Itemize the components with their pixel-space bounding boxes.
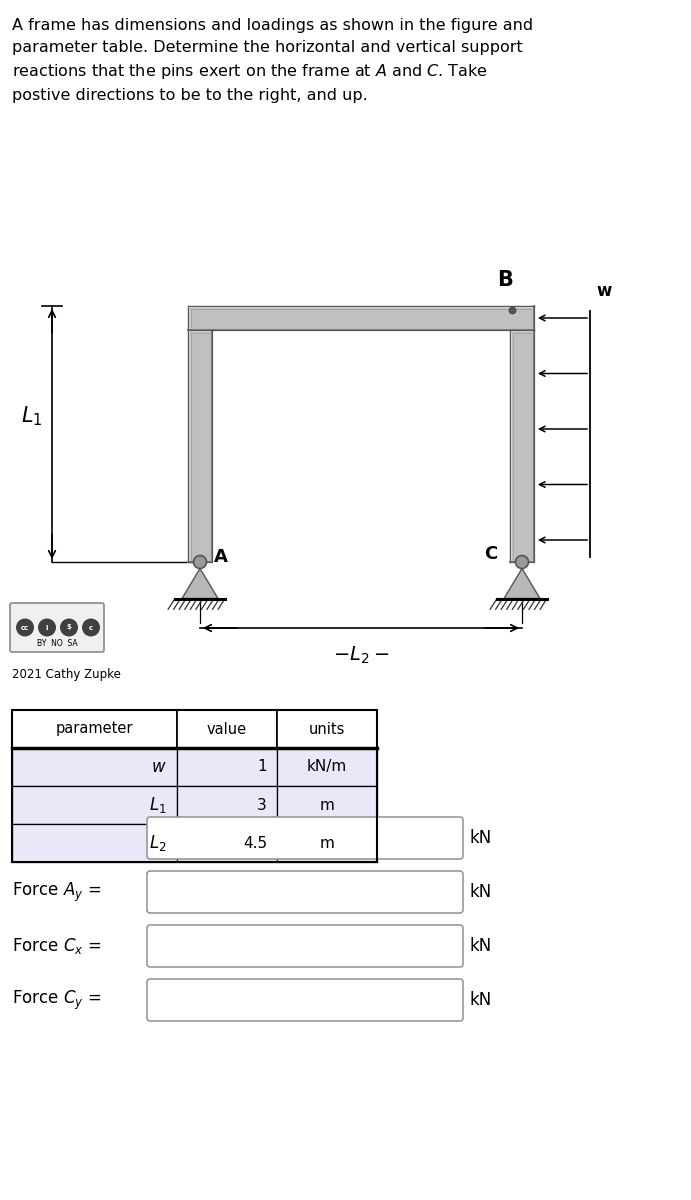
Text: $w$: $w$ <box>151 758 167 776</box>
FancyBboxPatch shape <box>177 786 277 824</box>
Text: 3: 3 <box>257 798 267 812</box>
Circle shape <box>193 556 207 569</box>
Circle shape <box>82 618 100 636</box>
Text: w: w <box>596 282 612 300</box>
Text: Force $C_x$ =: Force $C_x$ = <box>12 936 102 956</box>
Text: 4.5: 4.5 <box>243 835 267 851</box>
FancyBboxPatch shape <box>12 710 177 748</box>
FancyBboxPatch shape <box>277 710 377 748</box>
Text: $: $ <box>66 624 71 630</box>
Text: $L_2$: $L_2$ <box>149 833 167 853</box>
Text: kN/m: kN/m <box>307 760 347 774</box>
Text: $L_1$: $L_1$ <box>21 404 43 427</box>
FancyBboxPatch shape <box>147 817 463 859</box>
FancyBboxPatch shape <box>277 786 377 824</box>
FancyBboxPatch shape <box>177 710 277 748</box>
Text: kN: kN <box>470 937 492 955</box>
Text: Force $A_x$ =: Force $A_x$ = <box>12 828 102 848</box>
Text: cc: cc <box>21 624 29 630</box>
Text: m: m <box>319 798 334 812</box>
Circle shape <box>60 618 78 636</box>
FancyBboxPatch shape <box>12 748 177 786</box>
Text: i: i <box>46 624 48 630</box>
FancyBboxPatch shape <box>177 748 277 786</box>
Text: parameter: parameter <box>56 721 133 737</box>
Text: Force $A_y$ =: Force $A_y$ = <box>12 881 102 904</box>
FancyBboxPatch shape <box>277 748 377 786</box>
Text: BY  NO  SA: BY NO SA <box>37 638 77 648</box>
Text: kN: kN <box>470 883 492 901</box>
Text: $L_1$: $L_1$ <box>149 794 167 815</box>
Text: kN: kN <box>470 991 492 1009</box>
Text: c: c <box>89 624 93 630</box>
Circle shape <box>16 618 34 636</box>
FancyBboxPatch shape <box>10 602 104 652</box>
Polygon shape <box>188 330 212 562</box>
Text: A: A <box>214 548 228 566</box>
FancyBboxPatch shape <box>147 871 463 913</box>
Text: C: C <box>484 545 498 563</box>
FancyBboxPatch shape <box>277 824 377 862</box>
Text: A frame has dimensions and loadings as shown in the figure and
parameter table. : A frame has dimensions and loadings as s… <box>12 18 533 103</box>
FancyBboxPatch shape <box>147 979 463 1021</box>
Polygon shape <box>504 569 540 599</box>
Text: units: units <box>309 721 346 737</box>
Text: $-L_2-$: $-L_2-$ <box>333 646 389 666</box>
Text: 1: 1 <box>257 760 267 774</box>
Text: Force $C_y$ =: Force $C_y$ = <box>12 989 102 1012</box>
Polygon shape <box>510 330 534 562</box>
FancyBboxPatch shape <box>147 925 463 967</box>
Text: kN: kN <box>470 829 492 847</box>
Circle shape <box>515 556 529 569</box>
Text: 2021 Cathy Zupke: 2021 Cathy Zupke <box>12 668 121 680</box>
Polygon shape <box>182 569 218 599</box>
FancyBboxPatch shape <box>12 824 177 862</box>
Polygon shape <box>188 306 534 330</box>
Circle shape <box>38 618 56 636</box>
FancyBboxPatch shape <box>12 786 177 824</box>
Text: B: B <box>497 270 513 290</box>
Text: m: m <box>319 835 334 851</box>
FancyBboxPatch shape <box>177 824 277 862</box>
Text: value: value <box>207 721 247 737</box>
